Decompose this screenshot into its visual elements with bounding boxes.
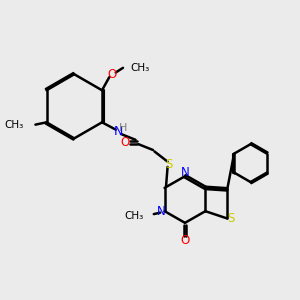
Text: O: O: [108, 68, 117, 81]
Text: S: S: [165, 158, 173, 171]
Text: S: S: [227, 212, 234, 225]
Text: N: N: [181, 166, 189, 179]
Text: CH₃: CH₃: [131, 63, 150, 73]
Text: O: O: [121, 136, 130, 149]
Text: N: N: [157, 205, 166, 218]
Text: CH₃: CH₃: [124, 211, 143, 220]
Text: O: O: [180, 234, 190, 247]
Text: CH₃: CH₃: [4, 120, 23, 130]
Text: N: N: [113, 124, 123, 138]
Text: H: H: [119, 123, 128, 133]
